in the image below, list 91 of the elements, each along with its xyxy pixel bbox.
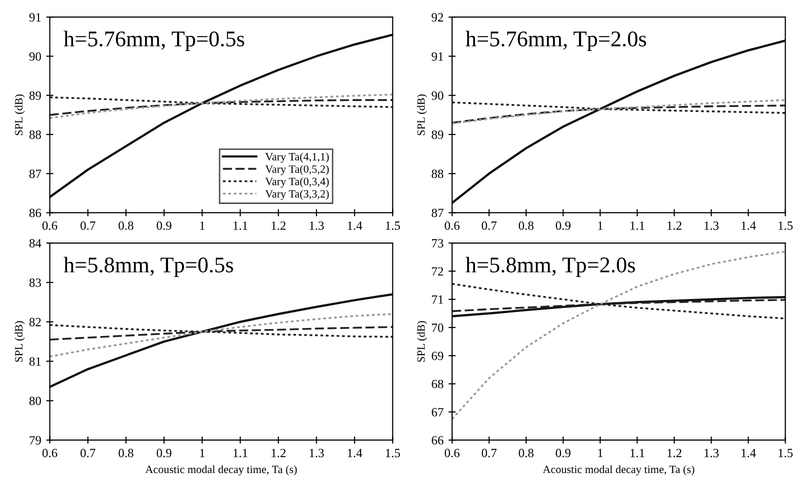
y-tick-label: 71 [432, 295, 444, 304]
line-series [50, 326, 393, 340]
y-axis-title: SPL (dB) [14, 94, 25, 136]
x-tick-label: 0.6 [444, 448, 460, 458]
line-series [50, 293, 393, 388]
y-tick-label: 87 [29, 170, 42, 178]
line-series [452, 104, 786, 124]
x-tick-label: 0.9 [556, 221, 570, 230]
x-tick-label: 1.2 [272, 221, 286, 230]
x-tick-label: 1.2 [272, 448, 286, 458]
y-tick-label: 79 [30, 436, 41, 445]
x-tick-label: 1.5 [386, 448, 400, 458]
x-tick-label: 1.3 [310, 448, 324, 458]
x-tick-label: 1.3 [310, 221, 324, 230]
x-tick-label: 0.8 [518, 448, 534, 458]
y-tick-label: 90 [432, 91, 444, 100]
legend-label: Vary Ta(3,3,2) [265, 190, 329, 200]
y-tick-label: 89 [432, 130, 444, 139]
y-tick-label: 86 [29, 208, 42, 218]
text: h=5.76mm, Tp=2.0s [466, 30, 646, 51]
x-tick-label: 1.4 [742, 448, 756, 458]
text: h=5.8mm, Tp=2.0s [466, 256, 635, 277]
x-tick-label: 0.9 [156, 448, 172, 458]
x-tick-label: 1.2 [668, 448, 682, 458]
x-tick-label: 0.6 [42, 448, 58, 458]
x-axis-title: Acoustic modal decay time, Ta (s) [145, 465, 297, 476]
x-tick-label: 0.8 [118, 221, 134, 230]
y-tick-label: 91 [29, 13, 41, 22]
y-axis-title: SPL (dB) [417, 94, 428, 136]
x-tick-label: 0.8 [518, 221, 534, 230]
x-tick-label: 1.3 [704, 221, 719, 230]
x-tick-label: 1.1 [234, 448, 248, 458]
x-tick-label: 0.7 [482, 221, 497, 230]
text: h=5.8mm, Tp=0.5s [64, 256, 234, 277]
x-tick-label: 1.4 [348, 221, 362, 230]
x-tick-label: 1.5 [386, 221, 400, 230]
y-axis-title: SPL (dB) [14, 321, 25, 362]
x-tick-label: 0.7 [482, 448, 497, 458]
y-tick-label: 80 [29, 396, 41, 406]
y-tick-label: 72 [432, 267, 444, 276]
x-tick-label: 1.4 [348, 448, 362, 458]
x-tick-label: 0.6 [444, 221, 460, 230]
y-tick-label: 91 [432, 52, 444, 61]
x-tick-label: 0.9 [156, 221, 172, 230]
x-tick-label: 1.2 [668, 221, 682, 230]
line-series [50, 94, 393, 119]
x-tick-label: 1.1 [630, 221, 644, 230]
x-tick-label: 1.5 [778, 221, 793, 230]
x-tick-label: 1.5 [778, 448, 793, 458]
line-series [50, 313, 393, 358]
legend-label: Vary Ta(4,1,1) [265, 152, 329, 163]
line-series [452, 296, 786, 318]
line-series [452, 282, 786, 320]
x-axis-title: Acoustic modal decay time, Ta (s) [542, 465, 694, 476]
x-tick-label: 0.8 [118, 448, 134, 458]
y-tick-label: 68 [432, 380, 444, 388]
y-tick-label: 92 [432, 13, 444, 22]
y-tick-label: 67 [432, 408, 444, 416]
y-tick-label: 88 [432, 170, 444, 178]
x-tick-label: 1 [200, 448, 205, 458]
y-tick-label: 83 [29, 278, 41, 287]
y-axis-title: SPL (dB) [417, 321, 428, 362]
x-tick-label: 0.6 [42, 221, 58, 230]
y-tick-label: 88 [29, 130, 41, 139]
x-tick-label: 1.1 [234, 221, 248, 230]
x-tick-label: 1 [598, 448, 603, 458]
y-tick-label: 90 [29, 52, 41, 61]
y-tick-label: 66 [432, 436, 444, 445]
legend-label: Vary Ta(0,3,4) [265, 177, 329, 188]
y-tick-label: 82 [29, 318, 41, 326]
line-series [50, 324, 393, 338]
y-tick-label: 70 [432, 324, 444, 332]
y-tick-label: 73 [432, 239, 444, 248]
legend-label: Vary Ta(0,5,2) [265, 165, 329, 176]
y-tick-label: 89 [29, 91, 41, 100]
text: h=5.76mm, Tp=0.5s [64, 30, 244, 51]
y-tick-label: 84 [29, 239, 42, 248]
y-tick-label: 81 [29, 357, 41, 366]
x-tick-label: 1.4 [742, 221, 756, 230]
x-tick-label: 1 [598, 221, 603, 230]
line-series [452, 250, 786, 420]
x-tick-label: 0.9 [556, 448, 570, 458]
y-tick-label: 69 [432, 352, 444, 360]
x-tick-label: 1 [200, 221, 205, 230]
x-tick-label: 1.3 [704, 448, 719, 458]
x-tick-label: 1.1 [630, 448, 644, 458]
line-series [50, 99, 393, 116]
x-tick-label: 0.7 [80, 221, 96, 230]
x-tick-label: 0.7 [80, 448, 96, 458]
y-tick-label: 87 [432, 208, 444, 218]
line-series [452, 99, 786, 124]
